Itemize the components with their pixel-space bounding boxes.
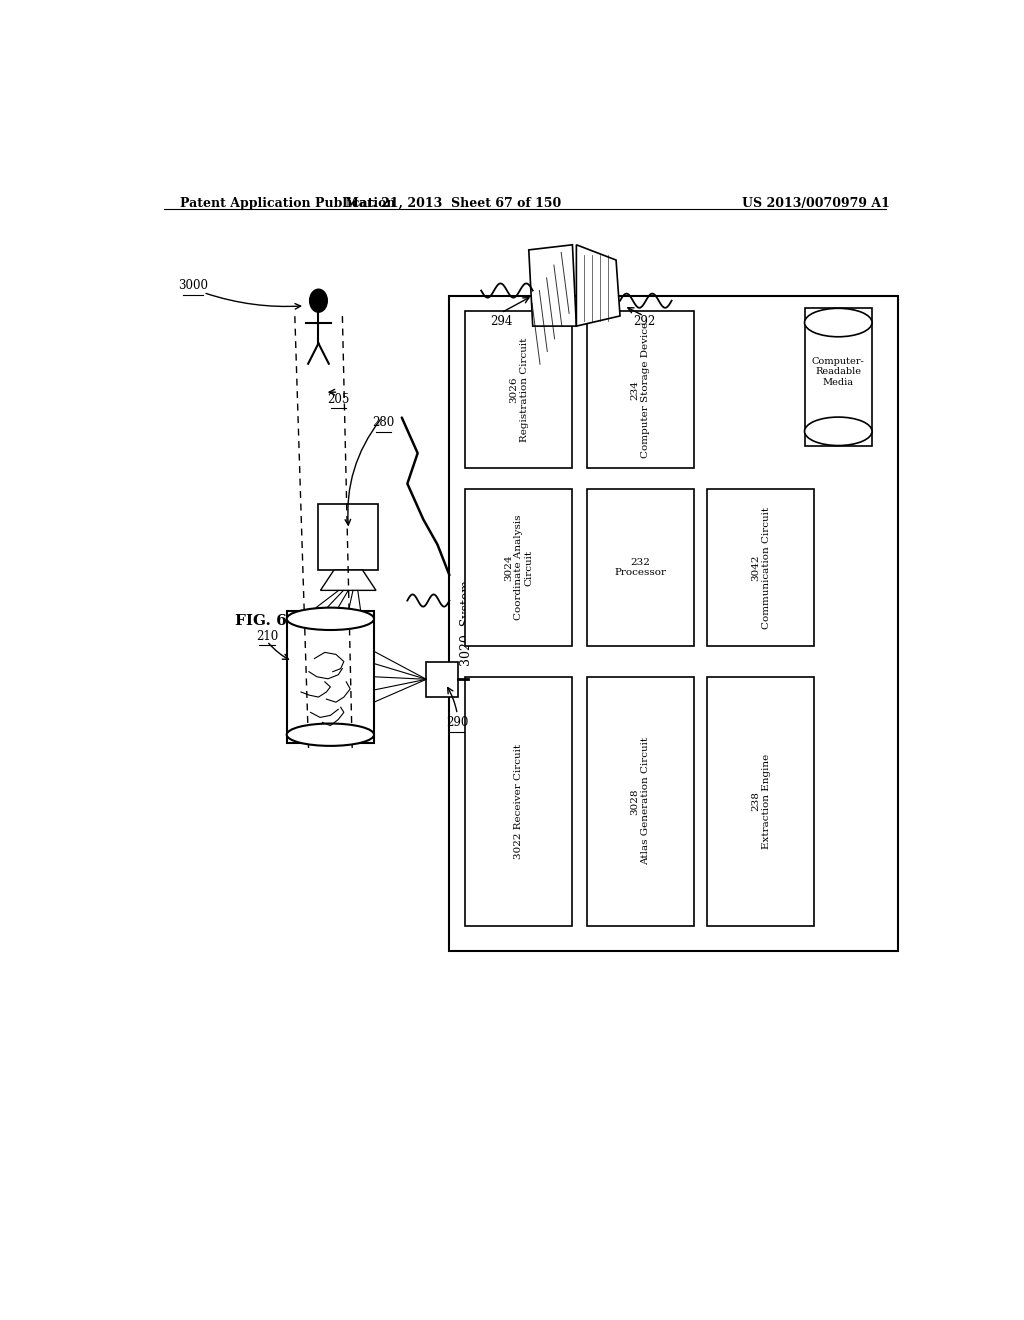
Ellipse shape [287, 723, 374, 746]
Bar [426, 661, 458, 697]
Bar [805, 309, 872, 446]
Text: 232
Processor: 232 Processor [614, 558, 667, 577]
Text: 280: 280 [373, 416, 394, 429]
Bar [465, 312, 572, 469]
Bar [708, 488, 814, 647]
Polygon shape [321, 570, 376, 590]
Bar [465, 677, 572, 925]
Text: 292: 292 [633, 314, 655, 327]
Text: 235: 235 [828, 317, 848, 326]
Text: 294: 294 [489, 314, 512, 327]
Bar [287, 611, 374, 743]
Text: US 2013/0070979 A1: US 2013/0070979 A1 [742, 197, 890, 210]
Ellipse shape [805, 309, 872, 337]
Bar [587, 677, 694, 925]
Text: Mar. 21, 2013  Sheet 67 of 150: Mar. 21, 2013 Sheet 67 of 150 [345, 197, 561, 210]
Text: 205: 205 [327, 393, 349, 405]
Bar [587, 488, 694, 647]
Text: 3020  System: 3020 System [461, 581, 473, 667]
Text: 3024
Coordinate Analysis
Circuit: 3024 Coordinate Analysis Circuit [504, 515, 534, 620]
Text: 238
Extraction Engine: 238 Extraction Engine [752, 754, 771, 849]
Text: Patent Application Publication: Patent Application Publication [179, 197, 395, 210]
Text: 3022 Receiver Circuit: 3022 Receiver Circuit [514, 743, 523, 859]
Bar [318, 504, 378, 570]
Text: 210: 210 [256, 630, 278, 643]
Text: 3026
Registration Circuit: 3026 Registration Circuit [509, 338, 528, 442]
Text: 3042
Communication Circuit: 3042 Communication Circuit [752, 507, 771, 628]
Text: FIG. 67: FIG. 67 [236, 614, 298, 628]
Bar [465, 488, 572, 647]
Text: 3028
Atlas Generation Circuit: 3028 Atlas Generation Circuit [631, 737, 650, 866]
Bar [708, 677, 814, 925]
Circle shape [309, 289, 328, 313]
Text: 290: 290 [446, 715, 469, 729]
Polygon shape [577, 244, 620, 326]
Text: 3000: 3000 [178, 279, 208, 292]
Polygon shape [528, 244, 577, 326]
Text: Computer-
Readable
Media: Computer- Readable Media [812, 356, 864, 387]
Bar [450, 296, 898, 952]
Bar [587, 312, 694, 469]
Text: 234
Computer Storage Device: 234 Computer Storage Device [631, 322, 650, 458]
Ellipse shape [805, 417, 872, 446]
Ellipse shape [287, 607, 374, 630]
